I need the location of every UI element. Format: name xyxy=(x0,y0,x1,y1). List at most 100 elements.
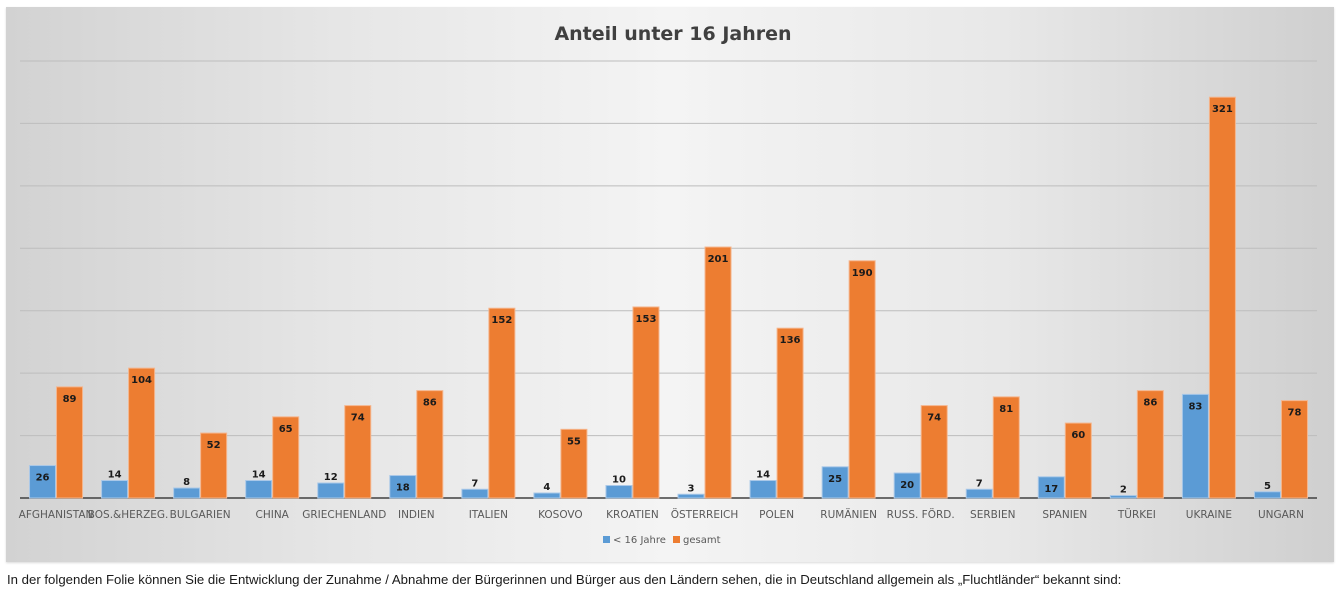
category-label: SPANIEN xyxy=(1042,509,1087,521)
value-label: 55 xyxy=(567,436,581,447)
legend-entry: < 16 Jahre xyxy=(613,535,666,546)
value-label: 3 xyxy=(688,483,695,494)
bar-under16 xyxy=(317,482,345,499)
value-label: 74 xyxy=(927,413,941,424)
bar-gesamt xyxy=(200,432,228,499)
bar-gesamt xyxy=(1136,390,1164,499)
bar-gesamt xyxy=(344,405,372,499)
bar-under16 xyxy=(173,487,201,499)
bar-gesamt xyxy=(416,390,444,499)
bar-under16 xyxy=(245,480,273,499)
value-label: 52 xyxy=(207,440,221,451)
value-label: 7 xyxy=(976,478,983,489)
value-label: 104 xyxy=(131,375,152,386)
value-label: 17 xyxy=(1044,484,1058,495)
value-label: 74 xyxy=(351,413,365,424)
value-label: 190 xyxy=(852,268,873,279)
category-label: UKRAINE xyxy=(1186,509,1232,521)
category-label: BULGARIEN xyxy=(170,509,231,521)
legend: < 16 Jahre gesamt xyxy=(603,535,721,546)
bar-under16 xyxy=(893,472,921,499)
value-label: 12 xyxy=(324,472,338,483)
category-label: KROATIEN xyxy=(606,509,659,521)
bar-gesamt xyxy=(1280,400,1308,499)
bar-under16 xyxy=(461,488,489,499)
bar-under16 xyxy=(101,480,129,499)
value-label: 7 xyxy=(471,478,478,489)
bar-under16 xyxy=(389,475,417,499)
value-label: 86 xyxy=(1143,398,1157,409)
bar-chart: Anteil unter 16 Jahren 26891410485214651… xyxy=(19,23,1317,546)
bar-under16 xyxy=(1181,393,1209,499)
value-label: 14 xyxy=(756,470,770,481)
bar-gesamt xyxy=(704,246,732,499)
bars xyxy=(29,96,1308,499)
bar-under16 xyxy=(1109,495,1137,499)
category-label: GRIECHENLAND xyxy=(302,509,386,521)
value-label: 83 xyxy=(1188,401,1202,412)
category-label: TÜRKEI xyxy=(1117,508,1156,521)
category-label: ÖSTERREICH xyxy=(671,508,739,521)
value-label: 78 xyxy=(1288,408,1302,419)
category-label: INDIEN xyxy=(398,509,435,521)
value-label: 10 xyxy=(612,475,626,486)
category-label: RUMÄNIEN xyxy=(820,508,877,521)
value-label: 14 xyxy=(252,470,266,481)
bar-under16 xyxy=(533,492,561,499)
bar-under16 xyxy=(821,466,849,499)
legend-swatch xyxy=(673,536,680,543)
value-label: 201 xyxy=(708,254,729,265)
bar-under16 xyxy=(965,488,993,499)
bar-gesamt xyxy=(776,327,804,499)
bar-gesamt xyxy=(632,306,660,499)
value-label: 14 xyxy=(108,470,122,481)
value-label: 152 xyxy=(491,315,512,326)
category-label: UNGARN xyxy=(1258,509,1304,521)
bar-gesamt xyxy=(920,405,948,499)
value-label: 153 xyxy=(636,314,657,325)
bar-under16 xyxy=(677,493,705,499)
value-label: 4 xyxy=(543,482,550,493)
category-label: CHINA xyxy=(256,509,290,521)
value-label: 86 xyxy=(423,398,437,409)
bar-under16 xyxy=(1037,476,1065,499)
value-label: 8 xyxy=(183,477,190,488)
category-label: KOSOVO xyxy=(538,509,583,521)
value-label: 2 xyxy=(1120,485,1127,496)
bar-gesamt xyxy=(992,396,1020,499)
bar-gesamt xyxy=(1208,96,1236,499)
bar-gesamt xyxy=(560,428,588,499)
value-label: 26 xyxy=(36,473,50,484)
bar-gesamt xyxy=(56,386,84,499)
legend-entry: gesamt xyxy=(683,535,721,546)
value-label: 25 xyxy=(828,474,842,485)
value-label: 5 xyxy=(1264,481,1271,492)
bar-under16 xyxy=(605,485,633,499)
bar-gesamt xyxy=(848,260,876,499)
value-label: 20 xyxy=(900,480,914,491)
value-label: 18 xyxy=(396,483,410,494)
value-label: 60 xyxy=(1071,430,1085,441)
bar-under16 xyxy=(749,480,777,499)
value-label: 136 xyxy=(780,335,801,346)
category-label: AFGHANISTAN xyxy=(19,509,94,521)
slide-caption: In der folgenden Folie können Sie die En… xyxy=(7,572,1122,587)
category-label: RUSS. FÖRD. xyxy=(887,508,955,521)
value-label: 321 xyxy=(1212,104,1233,115)
chart-title: Anteil unter 16 Jahren xyxy=(554,23,791,45)
category-label: BOS.&HERZEG. xyxy=(88,509,169,521)
category-label: ITALIEN xyxy=(469,509,508,521)
bar-gesamt xyxy=(272,416,300,499)
gridlines xyxy=(20,60,1317,499)
value-label: 81 xyxy=(999,404,1013,415)
bar-gesamt xyxy=(128,367,156,499)
value-labels: 2689141048521465127418867152455101533201… xyxy=(36,104,1302,495)
bar-under16 xyxy=(1253,491,1281,499)
bar-gesamt xyxy=(488,307,516,499)
bar-gesamt xyxy=(1064,422,1092,499)
chart-area: Anteil unter 16 Jahren 26 89 14 104 8 52 14 65 1… xyxy=(6,7,1334,562)
legend-swatch xyxy=(603,536,610,543)
category-label: POLEN xyxy=(759,509,794,521)
value-label: 65 xyxy=(279,424,293,435)
